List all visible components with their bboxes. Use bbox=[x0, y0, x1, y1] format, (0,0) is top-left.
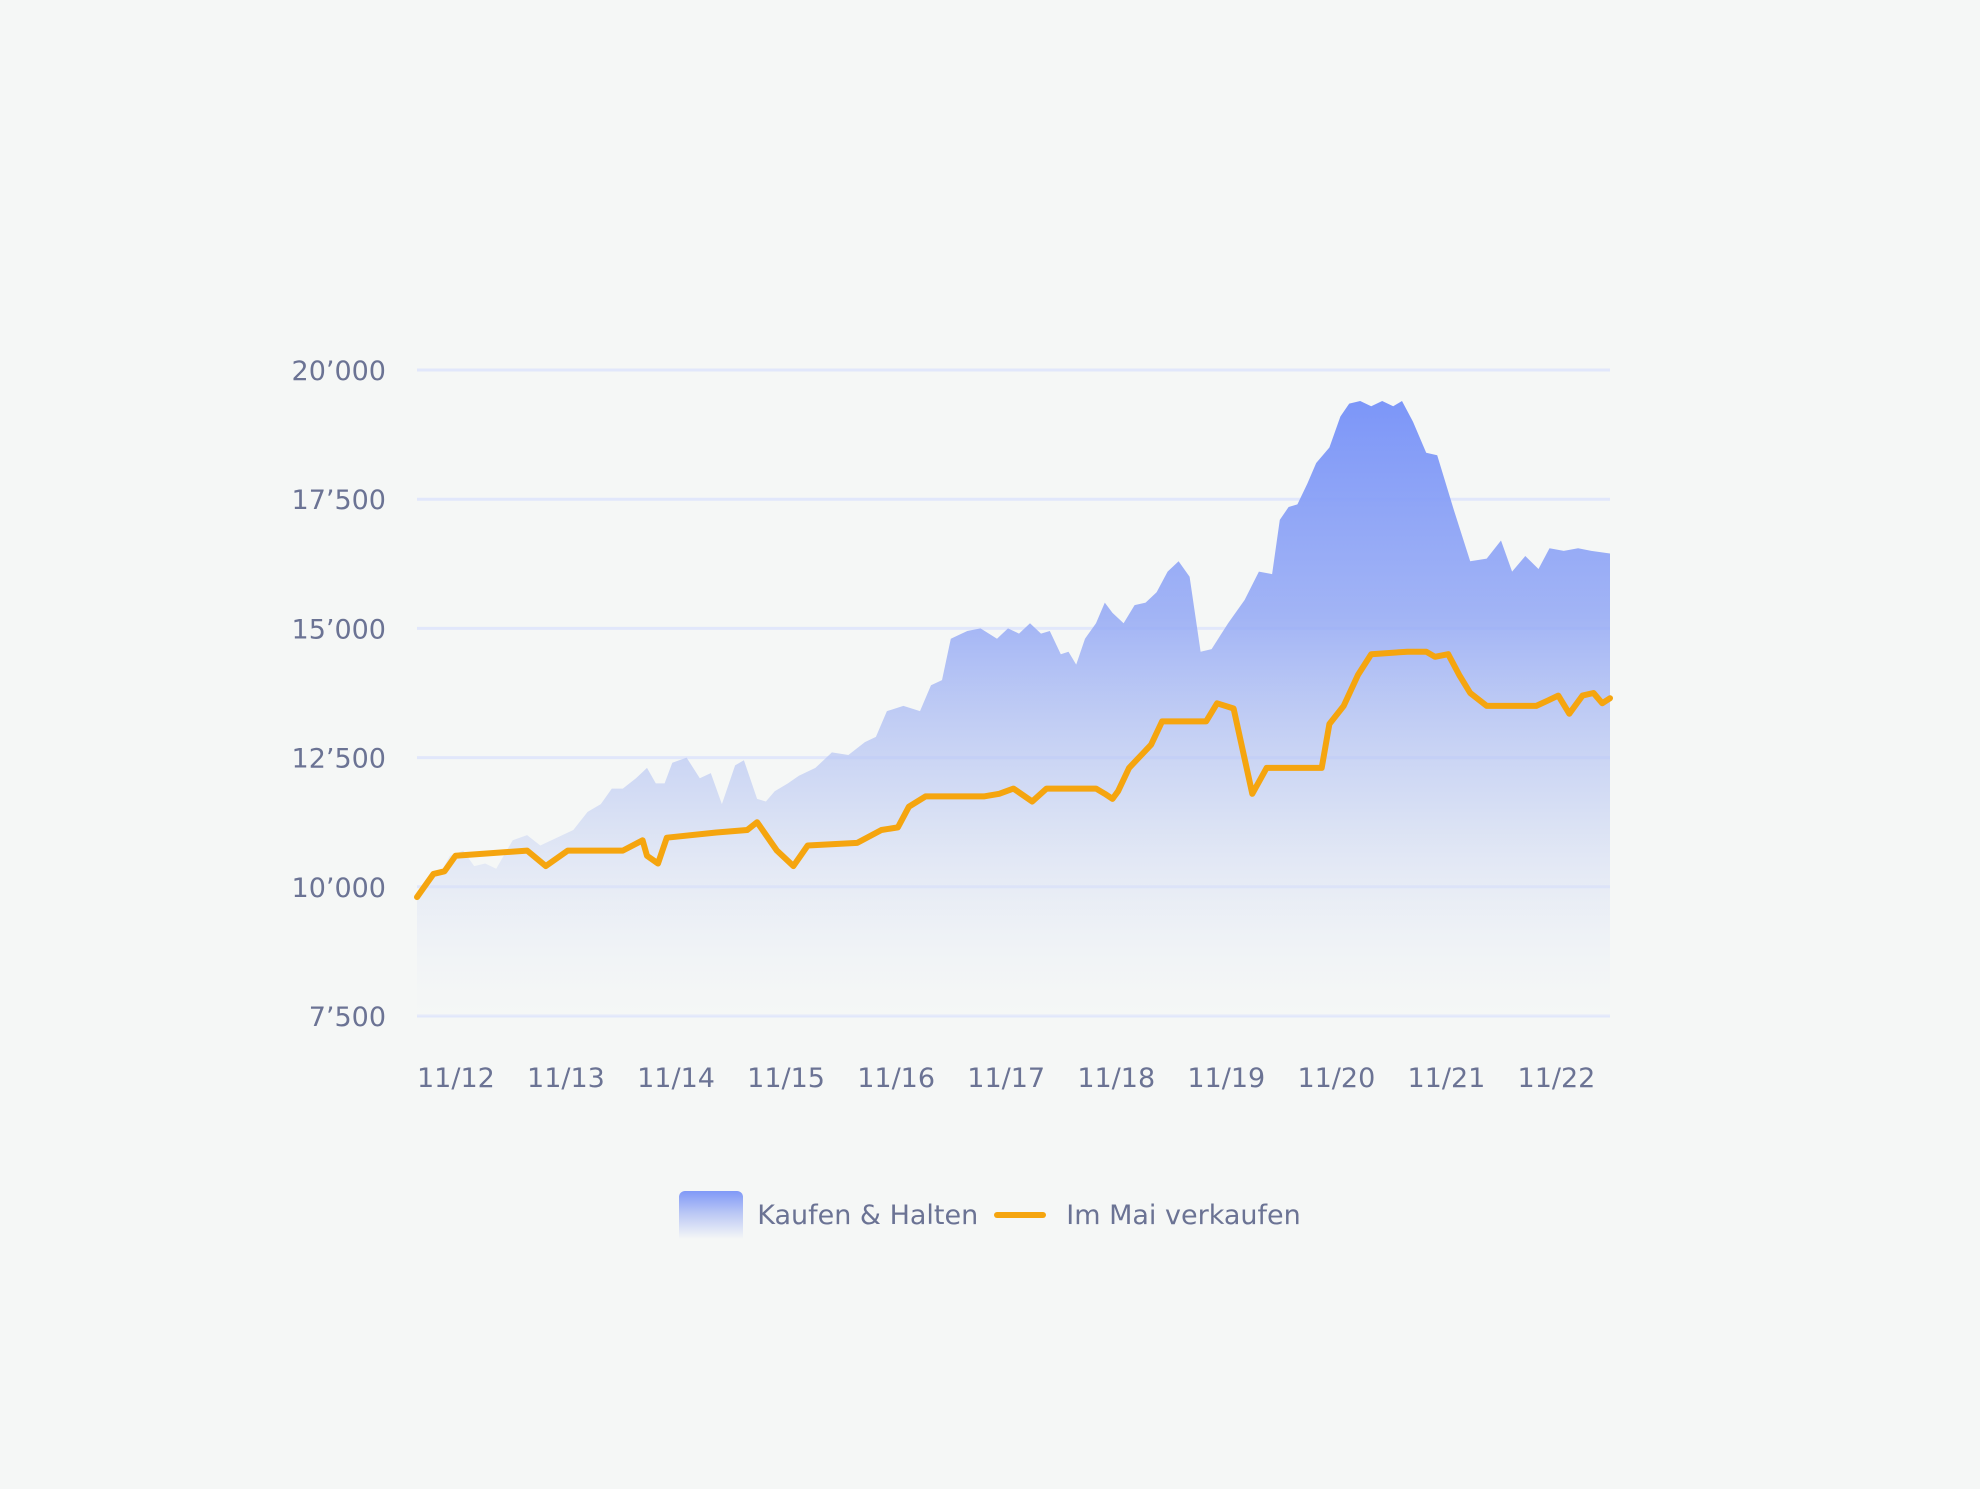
y-tick-label: 17’500 bbox=[292, 485, 386, 516]
legend-swatch-line bbox=[994, 1212, 1047, 1218]
x-tick-label: 11/18 bbox=[1077, 1063, 1155, 1094]
x-axis-ticks: 11/12 11/13 11/14 11/15 11/16 11/17 11/18 11/19… bbox=[417, 1063, 1595, 1094]
legend-item-sell-in-may: Im Mai verkaufen bbox=[994, 1200, 1301, 1231]
series-line-sell-in-may bbox=[414, 648, 1613, 901]
x-tick-label: 11/22 bbox=[1518, 1063, 1596, 1094]
x-tick-label: 11/19 bbox=[1187, 1063, 1265, 1094]
x-tick-label: 11/17 bbox=[967, 1063, 1045, 1094]
x-tick-label: 11/15 bbox=[747, 1063, 825, 1094]
x-tick-label: 11/13 bbox=[527, 1063, 605, 1094]
y-tick-label: 7’500 bbox=[309, 1002, 386, 1033]
x-tick-label: 11/16 bbox=[857, 1063, 935, 1094]
y-axis-ticks: 7’500 10’000 12’500 15’000 17’500 20’000 bbox=[292, 356, 386, 1033]
legend-label-sell-in-may: Im Mai verkaufen bbox=[1066, 1199, 1301, 1231]
legend-item-buy-hold: Kaufen & Halten bbox=[679, 1191, 978, 1239]
line-layer bbox=[414, 648, 1613, 901]
series-area-buy-hold bbox=[417, 401, 1610, 1016]
x-tick-label: 11/14 bbox=[637, 1063, 715, 1094]
x-tick-label: 11/21 bbox=[1407, 1063, 1485, 1094]
legend: Kaufen & Halten Im Mai verkaufen bbox=[0, 1180, 1980, 1250]
x-tick-label: 11/12 bbox=[417, 1063, 495, 1094]
legend-swatch-area bbox=[679, 1191, 744, 1239]
y-tick-label: 20’000 bbox=[292, 356, 386, 387]
y-tick-label: 12’500 bbox=[292, 744, 386, 775]
legend-label-buy-hold: Kaufen & Halten bbox=[757, 1199, 979, 1231]
x-tick-label: 11/20 bbox=[1297, 1063, 1375, 1094]
y-tick-label: 15’000 bbox=[292, 614, 386, 645]
y-tick-label: 10’000 bbox=[292, 873, 386, 904]
area-layer bbox=[417, 401, 1610, 1016]
